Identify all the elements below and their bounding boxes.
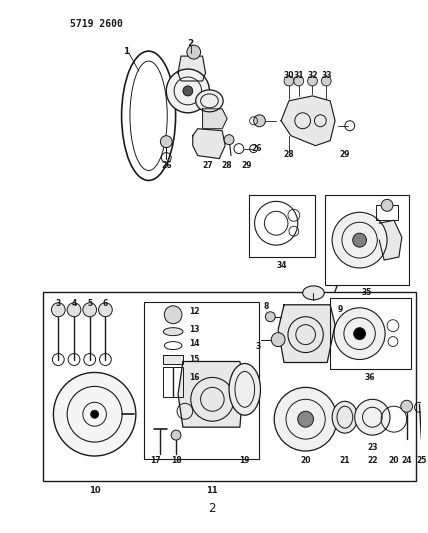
Bar — [163, 354, 183, 365]
Text: 3: 3 — [56, 300, 61, 308]
Bar — [376, 205, 398, 220]
Text: 5: 5 — [87, 300, 92, 308]
Text: 20: 20 — [300, 456, 311, 465]
Circle shape — [183, 86, 193, 96]
Text: 7: 7 — [333, 285, 338, 294]
Circle shape — [321, 76, 331, 86]
Text: 2: 2 — [187, 39, 194, 47]
Text: 17: 17 — [150, 456, 161, 465]
Circle shape — [381, 199, 393, 211]
Polygon shape — [278, 305, 335, 362]
Text: 29: 29 — [241, 161, 252, 170]
Text: 4: 4 — [71, 300, 77, 308]
Text: 26: 26 — [251, 144, 262, 153]
Text: 9: 9 — [337, 305, 342, 314]
Text: 14: 14 — [190, 339, 200, 348]
Text: 3: 3 — [256, 342, 261, 351]
Circle shape — [91, 410, 98, 418]
Text: 23: 23 — [367, 442, 377, 451]
Text: 32: 32 — [307, 70, 318, 79]
Circle shape — [166, 69, 209, 113]
Circle shape — [354, 328, 366, 340]
Circle shape — [355, 399, 390, 435]
Circle shape — [187, 45, 201, 59]
Text: 13: 13 — [190, 325, 200, 334]
Text: 15: 15 — [190, 355, 200, 364]
Ellipse shape — [163, 328, 183, 336]
Polygon shape — [281, 96, 335, 146]
Text: 5719 2600: 5719 2600 — [70, 19, 123, 29]
Circle shape — [401, 400, 413, 412]
Circle shape — [332, 212, 387, 268]
Ellipse shape — [332, 401, 358, 433]
Polygon shape — [178, 361, 244, 427]
Text: 31: 31 — [294, 70, 304, 79]
Circle shape — [274, 387, 337, 451]
Text: 19: 19 — [240, 456, 250, 465]
Text: 11: 11 — [207, 486, 218, 495]
Text: 28: 28 — [222, 161, 232, 170]
Circle shape — [160, 136, 172, 148]
Ellipse shape — [303, 286, 324, 300]
Circle shape — [164, 306, 182, 324]
Polygon shape — [178, 56, 205, 81]
Circle shape — [294, 76, 303, 86]
Text: 8: 8 — [264, 302, 269, 311]
Text: 30: 30 — [284, 70, 294, 79]
Text: 33: 33 — [322, 70, 333, 79]
Circle shape — [271, 333, 285, 346]
Text: 34: 34 — [277, 261, 287, 270]
Text: 21: 21 — [340, 456, 350, 465]
Circle shape — [54, 373, 136, 456]
Text: 18: 18 — [171, 456, 181, 465]
Polygon shape — [193, 129, 225, 158]
Circle shape — [51, 303, 65, 317]
Text: 29: 29 — [340, 150, 350, 159]
Bar — [325, 196, 409, 285]
Text: 25: 25 — [416, 456, 427, 465]
Circle shape — [284, 76, 294, 86]
Polygon shape — [379, 220, 402, 260]
Circle shape — [171, 430, 181, 440]
Text: 22: 22 — [367, 456, 377, 465]
Text: 1: 1 — [123, 46, 129, 55]
Circle shape — [254, 115, 265, 127]
Text: 20: 20 — [389, 456, 399, 465]
Bar — [144, 302, 259, 459]
Text: 26: 26 — [161, 161, 172, 170]
Polygon shape — [202, 109, 227, 129]
Bar — [43, 292, 416, 481]
Ellipse shape — [229, 364, 261, 415]
Circle shape — [353, 233, 366, 247]
Text: 6: 6 — [103, 300, 108, 308]
Circle shape — [334, 308, 385, 360]
Circle shape — [265, 312, 275, 322]
Circle shape — [98, 303, 112, 317]
Text: 36: 36 — [364, 373, 374, 382]
Text: 2: 2 — [208, 502, 215, 515]
Text: 27: 27 — [202, 161, 213, 170]
Circle shape — [298, 411, 313, 427]
Bar — [330, 298, 410, 369]
Bar — [249, 196, 315, 257]
Text: 35: 35 — [361, 288, 372, 297]
Text: 16: 16 — [190, 373, 200, 382]
Circle shape — [224, 135, 234, 144]
Text: 28: 28 — [284, 150, 294, 159]
Circle shape — [67, 303, 81, 317]
Text: 12: 12 — [190, 307, 200, 316]
Ellipse shape — [196, 90, 223, 112]
Text: 24: 24 — [401, 456, 412, 465]
Circle shape — [83, 303, 97, 317]
Bar — [163, 367, 183, 397]
Circle shape — [308, 76, 318, 86]
Text: 10: 10 — [89, 486, 101, 495]
